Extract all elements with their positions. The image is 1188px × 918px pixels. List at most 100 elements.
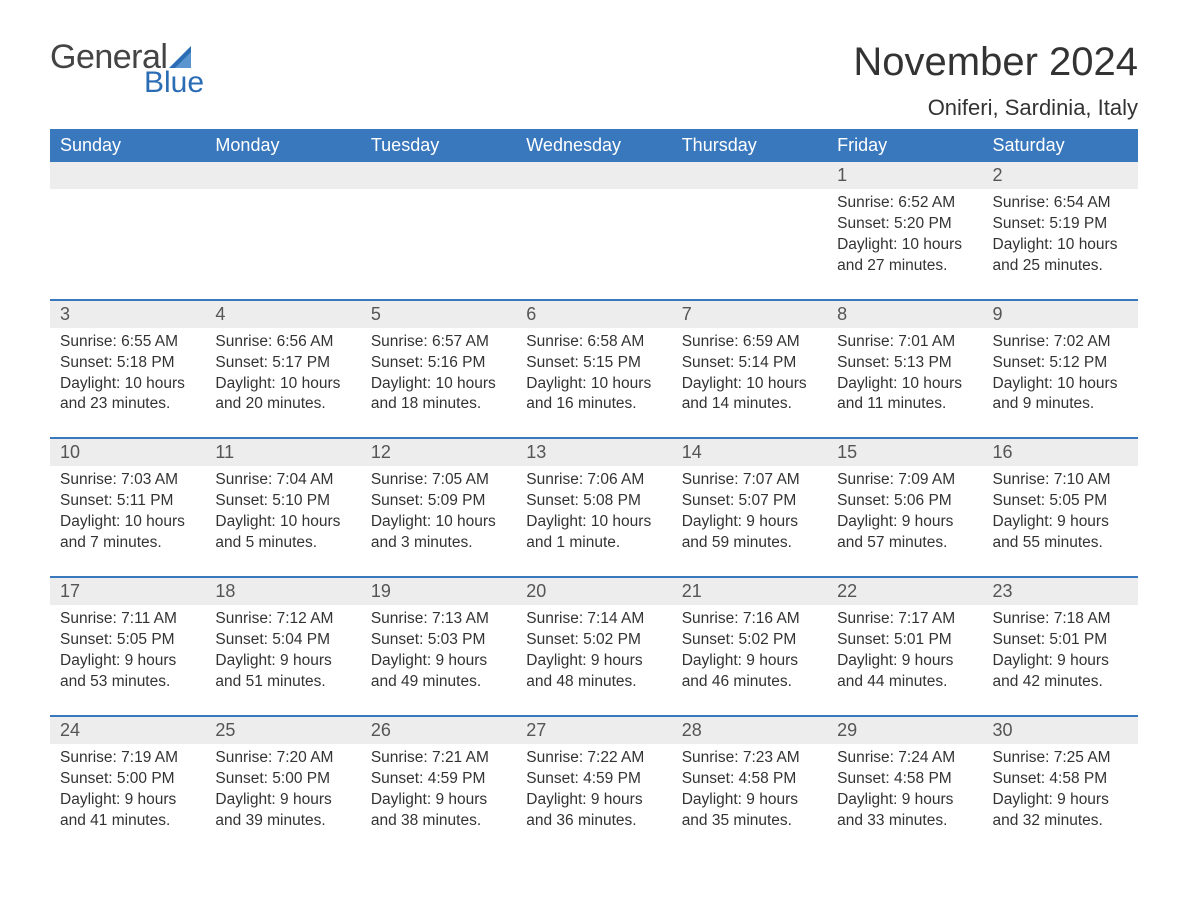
sunrise-text: Sunrise: 7:05 AM	[371, 470, 506, 491]
daylight-text: and 55 minutes.	[993, 533, 1128, 554]
day-content: Sunrise: 7:25 AMSunset: 4:58 PMDaylight:…	[983, 744, 1138, 854]
sunset-text: Sunset: 5:16 PM	[371, 353, 506, 374]
day-content: Sunrise: 7:09 AMSunset: 5:06 PMDaylight:…	[827, 466, 982, 577]
weekday-header: Tuesday	[361, 129, 516, 162]
day-number: 25	[205, 716, 360, 744]
sunrise-text: Sunrise: 7:12 AM	[215, 609, 350, 630]
day-content: Sunrise: 7:19 AMSunset: 5:00 PMDaylight:…	[50, 744, 205, 854]
sunrise-text: Sunrise: 7:19 AM	[60, 748, 195, 769]
day-number: 8	[827, 300, 982, 328]
logo: General Blue	[50, 40, 204, 98]
day-content: Sunrise: 7:24 AMSunset: 4:58 PMDaylight:…	[827, 744, 982, 854]
day-number: 7	[672, 300, 827, 328]
daylight-text: and 48 minutes.	[526, 672, 661, 693]
daylight-text: Daylight: 9 hours	[837, 512, 972, 533]
logo-word2: Blue	[144, 68, 204, 98]
sunset-text: Sunset: 5:05 PM	[60, 630, 195, 651]
sunrise-text: Sunrise: 7:18 AM	[993, 609, 1128, 630]
daylight-text: Daylight: 9 hours	[682, 651, 817, 672]
daylight-text: Daylight: 10 hours	[837, 374, 972, 395]
month-title: November 2024	[853, 40, 1138, 85]
daylight-text: Daylight: 9 hours	[215, 790, 350, 811]
day-number-row: 3 4 5 6 7 8 9	[50, 300, 1138, 328]
day-number: 17	[50, 577, 205, 605]
day-content: Sunrise: 7:22 AMSunset: 4:59 PMDaylight:…	[516, 744, 671, 854]
day-number: 4	[205, 300, 360, 328]
day-number: 21	[672, 577, 827, 605]
sunrise-text: Sunrise: 7:22 AM	[526, 748, 661, 769]
weekday-header: Sunday	[50, 129, 205, 162]
calendar-table: Sunday Monday Tuesday Wednesday Thursday…	[50, 129, 1138, 853]
daylight-text: and 35 minutes.	[682, 811, 817, 832]
daylight-text: Daylight: 9 hours	[682, 512, 817, 533]
day-content: Sunrise: 7:10 AMSunset: 5:05 PMDaylight:…	[983, 466, 1138, 577]
day-content: Sunrise: 7:14 AMSunset: 5:02 PMDaylight:…	[516, 605, 671, 716]
daylight-text: and 49 minutes.	[371, 672, 506, 693]
sunrise-text: Sunrise: 7:25 AM	[993, 748, 1128, 769]
daylight-text: Daylight: 9 hours	[60, 790, 195, 811]
daylight-text: Daylight: 10 hours	[215, 374, 350, 395]
sunset-text: Sunset: 4:58 PM	[837, 769, 972, 790]
daylight-text: Daylight: 9 hours	[837, 790, 972, 811]
day-number: 19	[361, 577, 516, 605]
daylight-text: and 27 minutes.	[837, 256, 972, 277]
day-content: Sunrise: 7:05 AMSunset: 5:09 PMDaylight:…	[361, 466, 516, 577]
daylight-text: Daylight: 9 hours	[215, 651, 350, 672]
sunset-text: Sunset: 5:00 PM	[60, 769, 195, 790]
calendar-page: General Blue November 2024 Oniferi, Sard…	[0, 0, 1188, 883]
daylight-text: Daylight: 9 hours	[837, 651, 972, 672]
day-content: Sunrise: 7:18 AMSunset: 5:01 PMDaylight:…	[983, 605, 1138, 716]
sunset-text: Sunset: 5:01 PM	[993, 630, 1128, 651]
sunset-text: Sunset: 5:02 PM	[682, 630, 817, 651]
sunset-text: Sunset: 5:05 PM	[993, 491, 1128, 512]
day-content: Sunrise: 7:13 AMSunset: 5:03 PMDaylight:…	[361, 605, 516, 716]
day-content-empty	[361, 189, 516, 300]
daylight-text: and 14 minutes.	[682, 394, 817, 415]
sunrise-text: Sunrise: 7:10 AM	[993, 470, 1128, 491]
day-content-empty	[50, 189, 205, 300]
sunrise-text: Sunrise: 7:01 AM	[837, 332, 972, 353]
sunset-text: Sunset: 5:08 PM	[526, 491, 661, 512]
daylight-text: Daylight: 10 hours	[526, 374, 661, 395]
day-content-row: Sunrise: 7:11 AMSunset: 5:05 PMDaylight:…	[50, 605, 1138, 716]
sunrise-text: Sunrise: 6:59 AM	[682, 332, 817, 353]
day-number: 29	[827, 716, 982, 744]
sunrise-text: Sunrise: 7:24 AM	[837, 748, 972, 769]
daylight-text: and 23 minutes.	[60, 394, 195, 415]
sunrise-text: Sunrise: 7:14 AM	[526, 609, 661, 630]
day-number-row: 10 11 12 13 14 15 16	[50, 438, 1138, 466]
day-number: 20	[516, 577, 671, 605]
day-content-row: Sunrise: 6:55 AMSunset: 5:18 PMDaylight:…	[50, 328, 1138, 439]
day-content-empty	[205, 189, 360, 300]
day-content: Sunrise: 6:58 AMSunset: 5:15 PMDaylight:…	[516, 328, 671, 439]
sunrise-text: Sunrise: 7:21 AM	[371, 748, 506, 769]
daylight-text: and 46 minutes.	[682, 672, 817, 693]
sunset-text: Sunset: 5:17 PM	[215, 353, 350, 374]
daylight-text: and 1 minute.	[526, 533, 661, 554]
sunset-text: Sunset: 5:04 PM	[215, 630, 350, 651]
day-number-row: 17 18 19 20 21 22 23	[50, 577, 1138, 605]
sunrise-text: Sunrise: 7:09 AM	[837, 470, 972, 491]
day-content: Sunrise: 7:16 AMSunset: 5:02 PMDaylight:…	[672, 605, 827, 716]
sunrise-text: Sunrise: 7:02 AM	[993, 332, 1128, 353]
sunset-text: Sunset: 5:19 PM	[993, 214, 1128, 235]
sunrise-text: Sunrise: 7:06 AM	[526, 470, 661, 491]
sunrise-text: Sunrise: 7:03 AM	[60, 470, 195, 491]
day-content: Sunrise: 7:12 AMSunset: 5:04 PMDaylight:…	[205, 605, 360, 716]
day-number: 13	[516, 438, 671, 466]
day-content: Sunrise: 6:54 AMSunset: 5:19 PMDaylight:…	[983, 189, 1138, 300]
day-number-row: 1 2	[50, 162, 1138, 189]
sunset-text: Sunset: 5:06 PM	[837, 491, 972, 512]
day-content-empty	[672, 189, 827, 300]
daylight-text: and 9 minutes.	[993, 394, 1128, 415]
weekday-header-row: Sunday Monday Tuesday Wednesday Thursday…	[50, 129, 1138, 162]
sunset-text: Sunset: 5:15 PM	[526, 353, 661, 374]
sunset-text: Sunset: 5:12 PM	[993, 353, 1128, 374]
sunset-text: Sunset: 4:58 PM	[682, 769, 817, 790]
day-number: 6	[516, 300, 671, 328]
sunset-text: Sunset: 4:59 PM	[371, 769, 506, 790]
sunset-text: Sunset: 4:59 PM	[526, 769, 661, 790]
day-number: 28	[672, 716, 827, 744]
sunset-text: Sunset: 5:10 PM	[215, 491, 350, 512]
day-content: Sunrise: 7:11 AMSunset: 5:05 PMDaylight:…	[50, 605, 205, 716]
